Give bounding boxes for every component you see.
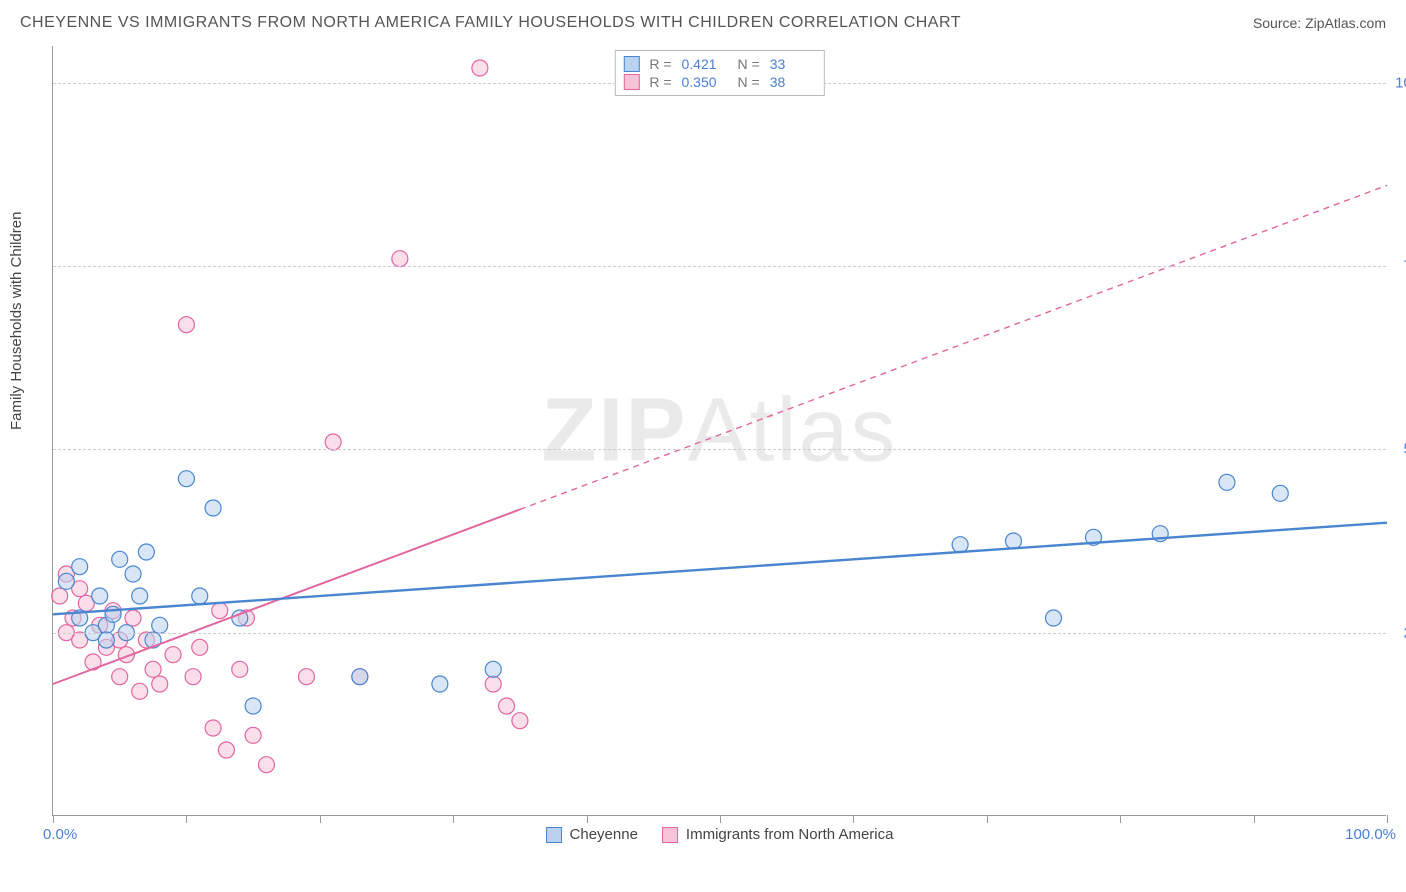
- x-max-label: 100.0%: [1345, 826, 1396, 843]
- source-attribution: Source: ZipAtlas.com: [1253, 15, 1386, 31]
- x-tick: [720, 815, 721, 823]
- chart-title: CHEYENNE VS IMMIGRANTS FROM NORTH AMERIC…: [20, 14, 961, 32]
- gridline: [53, 449, 1386, 450]
- y-tick-label: 100.0%: [1395, 74, 1406, 91]
- x-tick: [320, 815, 321, 823]
- x-min-label: 0.0%: [43, 826, 77, 843]
- stats-row-1: R = 0.421 N = 33: [623, 55, 815, 73]
- x-tick: [587, 815, 588, 823]
- gridline: [53, 633, 1386, 634]
- swatch-pink: [623, 74, 639, 90]
- swatch-pink: [662, 827, 678, 843]
- legend-item-cheyenne: Cheyenne: [546, 826, 638, 843]
- swatch-blue: [623, 56, 639, 72]
- x-tick: [1387, 815, 1388, 823]
- x-tick: [1120, 815, 1121, 823]
- x-tick: [53, 815, 54, 823]
- stats-legend: R = 0.421 N = 33 R = 0.350 N = 38: [614, 50, 824, 96]
- x-tick: [453, 815, 454, 823]
- legend-item-immigrants: Immigrants from North America: [662, 826, 894, 843]
- y-axis-label: Family Households with Children: [8, 212, 25, 430]
- x-tick: [186, 815, 187, 823]
- x-tick: [987, 815, 988, 823]
- x-tick: [853, 815, 854, 823]
- swatch-blue: [546, 827, 562, 843]
- scatter-svg: [53, 46, 1386, 815]
- chart-plot-area: ZIPAtlas R = 0.421 N = 33 R = 0.350 N = …: [52, 46, 1386, 816]
- bottom-legend: Cheyenne Immigrants from North America: [546, 826, 894, 843]
- stats-row-2: R = 0.350 N = 38: [623, 73, 815, 91]
- x-tick: [1254, 815, 1255, 823]
- gridline: [53, 266, 1386, 267]
